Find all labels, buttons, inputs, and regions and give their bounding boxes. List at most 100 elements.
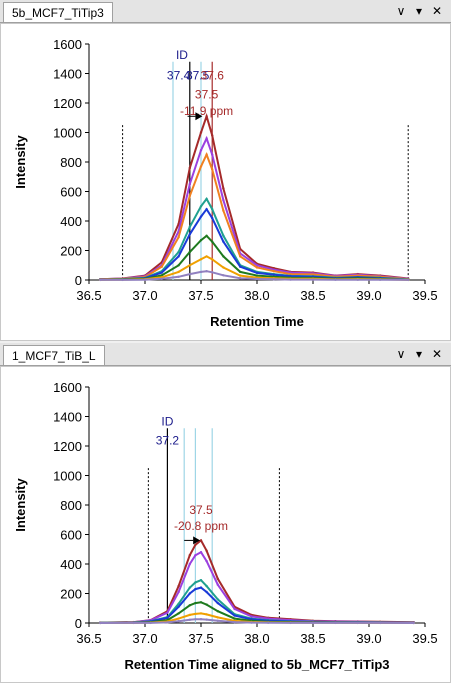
series-point — [205, 584, 208, 588]
series-point — [216, 616, 219, 619]
series-point — [199, 205, 203, 208]
series-point — [222, 240, 225, 243]
series-point — [356, 278, 359, 281]
series-point — [379, 278, 382, 281]
x-tick-label: 37.5 — [188, 631, 213, 646]
series-point — [188, 250, 191, 254]
series-point — [205, 153, 208, 156]
series-point — [255, 264, 259, 267]
peak-arrow-head — [195, 112, 203, 121]
series-point — [177, 250, 180, 254]
series-point — [177, 236, 180, 239]
series-point — [239, 255, 242, 258]
x-axis-label: Retention Time aligned to 5b_MCF7_TiTip3 — [124, 657, 389, 672]
series-point — [216, 598, 219, 601]
x-tick-label: 37.5 — [188, 288, 213, 303]
dropdown-arrow-icon[interactable]: ▾ — [415, 347, 423, 361]
series-point — [379, 621, 382, 625]
series-point — [289, 621, 292, 625]
series-point — [334, 278, 337, 281]
series-point — [199, 612, 203, 615]
series-point — [188, 613, 191, 617]
dropdown-arrow-icon[interactable]: ▾ — [415, 4, 423, 18]
series-point — [216, 610, 219, 613]
series-point — [199, 539, 203, 542]
series-point — [99, 621, 102, 625]
x-tick-label: 39.0 — [356, 631, 381, 646]
y-tick-label: 1200 — [53, 96, 82, 111]
series-line — [100, 113, 409, 281]
series-line — [100, 197, 409, 281]
series-point — [233, 617, 236, 620]
series-point — [205, 197, 208, 201]
x-tick-label: 38.0 — [244, 631, 269, 646]
tab-5b-mcf7-titip3[interactable]: 5b_MCF7_TiTip3 — [3, 2, 113, 22]
series-point — [177, 255, 180, 258]
series-point — [132, 621, 135, 625]
x-tick-label: 38.5 — [300, 288, 325, 303]
series-point — [205, 115, 208, 118]
x-tick-label: 37.0 — [132, 288, 157, 303]
pin-icon[interactable]: ∨ — [396, 4, 406, 18]
peak-ppm-label: -20.8 ppm — [174, 519, 228, 533]
peak-ppm-label: -11.9 ppm — [180, 104, 233, 118]
series-point — [199, 258, 203, 261]
series-point — [160, 265, 163, 268]
tab-1-mcf7-tib-l[interactable]: 1_MCF7_TiB_L — [3, 345, 105, 365]
series-point — [199, 165, 203, 168]
chromatogram-chart[interactable]: 0 200 400 600 800 1000 1200 1400 1600 36.5 37.0 37.… — [1, 24, 450, 340]
chart-area[interactable]: 0 200 400 600 800 1000 1200 1400 1600 36.5 37.0 37.… — [0, 23, 451, 341]
series-line — [100, 234, 409, 281]
series-point — [205, 255, 208, 258]
series-point — [199, 239, 203, 242]
x-tick-label: 36.5 — [76, 631, 101, 646]
x-tick-label: 38.5 — [300, 631, 325, 646]
x-tick-label: 39.0 — [356, 288, 381, 303]
y-tick-label: 400 — [60, 214, 82, 229]
close-icon[interactable]: ✕ — [431, 347, 443, 361]
series-point — [194, 587, 197, 591]
y-tick-label: 800 — [60, 498, 82, 513]
series-point — [121, 278, 124, 282]
x-tick-label: 38.0 — [244, 288, 269, 303]
series-point — [222, 266, 225, 269]
chromatogram-chart[interactable]: 0 200 400 600 800 1000 1200 1400 1600 36.5 37.0 37.… — [1, 367, 450, 682]
series-point — [143, 278, 147, 281]
series-point — [222, 187, 225, 190]
series-point — [199, 601, 203, 604]
series-point — [222, 274, 225, 277]
y-tick-label: 1000 — [53, 126, 82, 141]
series-point — [205, 559, 208, 563]
close-icon[interactable]: ✕ — [431, 4, 443, 18]
series-point — [233, 620, 236, 624]
peak-rt-label: 37.5 — [189, 503, 213, 517]
y-tick-label: 1600 — [53, 380, 82, 395]
series-point — [194, 601, 197, 605]
series-point — [272, 270, 275, 273]
series-point — [222, 234, 225, 237]
pin-icon[interactable]: ∨ — [396, 347, 406, 361]
series-point — [160, 271, 163, 274]
series-point — [177, 584, 180, 588]
series-point — [166, 621, 169, 624]
x-tick-label: 39.5 — [412, 631, 437, 646]
series-point — [177, 275, 180, 278]
chart-area[interactable]: 0 200 400 600 800 1000 1200 1400 1600 36.5 37.0 37.… — [0, 366, 451, 683]
series-point — [199, 579, 203, 582]
series-point — [177, 590, 180, 594]
y-tick-label: 1400 — [53, 67, 82, 82]
series-point — [205, 549, 208, 552]
series-point — [356, 621, 359, 625]
y-tick-label: 0 — [75, 616, 82, 631]
series-point — [216, 619, 219, 622]
series-point — [149, 621, 152, 625]
series-point — [233, 607, 236, 611]
series-point — [205, 613, 208, 616]
series-point — [412, 621, 415, 625]
series-point — [267, 617, 270, 620]
series-point — [311, 278, 315, 281]
series-point — [211, 134, 214, 137]
series-point — [199, 551, 203, 554]
series-point — [188, 562, 191, 566]
series-point — [211, 216, 214, 220]
